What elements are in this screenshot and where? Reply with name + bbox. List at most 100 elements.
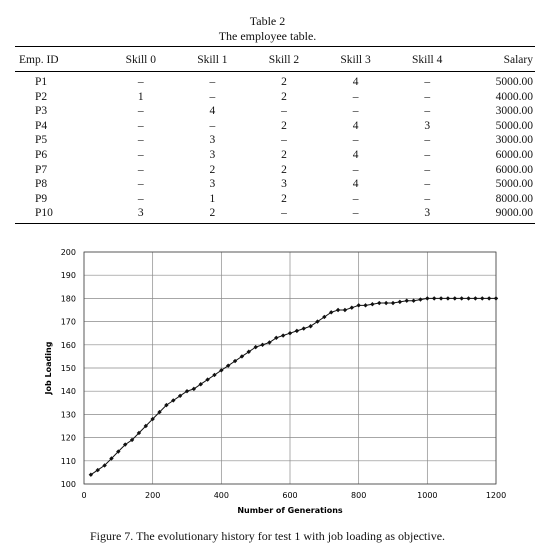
header-skill-1: Skill 1 xyxy=(176,46,249,72)
table-cell: 4000.00 xyxy=(495,90,533,103)
data-point xyxy=(219,368,224,373)
data-point xyxy=(383,300,389,306)
table-cell: – xyxy=(424,178,431,191)
data-point xyxy=(438,296,444,301)
y-tick-label: 180 xyxy=(61,294,76,303)
data-point xyxy=(239,354,245,359)
figure-caption: Figure 7. The evolutionary history for t… xyxy=(89,529,446,543)
data-point xyxy=(212,372,217,378)
y-tick-label: 140 xyxy=(61,387,76,396)
data-point xyxy=(287,331,293,336)
table-cell: 2 xyxy=(281,90,287,103)
data-point xyxy=(335,307,341,313)
table-cell: P3 xyxy=(35,105,48,118)
data-point xyxy=(260,342,265,347)
data-point xyxy=(267,340,272,345)
data-point xyxy=(280,333,286,338)
table-cell: – xyxy=(248,206,320,224)
y-tick-label: 120 xyxy=(61,434,76,443)
table-cell: 4 xyxy=(209,105,216,118)
data-point xyxy=(432,296,437,301)
table-cell: P6 xyxy=(35,148,48,161)
data-point xyxy=(411,298,416,303)
data-point xyxy=(397,299,403,305)
data-point xyxy=(205,377,210,382)
data-point xyxy=(418,297,423,302)
data-point xyxy=(459,296,464,301)
table-cell: 8000.00 xyxy=(495,192,533,205)
table-cell: 2 xyxy=(281,119,287,132)
x-tick-label: 800 xyxy=(351,491,366,500)
x-tick-label: 200 xyxy=(145,491,160,500)
table-cell: 4 xyxy=(352,76,359,88)
table-cell: – xyxy=(209,90,216,103)
table-cell: – xyxy=(319,206,392,224)
table-cell: 2 xyxy=(209,163,216,176)
data-point xyxy=(390,300,396,306)
data-point xyxy=(246,349,251,354)
table-cell: – xyxy=(424,105,431,118)
y-tick-label: 190 xyxy=(61,271,76,280)
table-cell: 5000.00 xyxy=(495,119,533,132)
data-point xyxy=(308,324,313,329)
table-cell: – xyxy=(424,76,431,88)
header-emp-id: Emp. ID xyxy=(15,46,105,72)
table-row: P2 1 – 2 – – 4000.00 xyxy=(15,90,535,105)
data-point xyxy=(143,423,148,429)
data-point xyxy=(473,296,478,301)
table-cell: – xyxy=(137,148,144,161)
data-point xyxy=(445,296,451,301)
y-tick-label: 200 xyxy=(61,248,76,257)
table-cell: – xyxy=(424,134,431,147)
table-cell: 4 xyxy=(352,178,359,191)
table-number: Table 2 xyxy=(249,14,286,28)
table-cell: – xyxy=(352,90,359,103)
data-point xyxy=(377,300,382,306)
data-point xyxy=(356,303,361,308)
table-cell: – xyxy=(137,76,144,88)
data-point xyxy=(301,326,306,331)
table-row: P3 – 4 – – – 3000.00 xyxy=(15,104,535,119)
data-point xyxy=(274,335,279,341)
series-line xyxy=(90,297,496,476)
data-point xyxy=(452,296,457,301)
data-point xyxy=(363,303,368,308)
data-point xyxy=(294,328,300,334)
data-point xyxy=(486,296,492,301)
header-skill-4: Skill 4 xyxy=(391,46,463,72)
table-cell: 9000.00 xyxy=(463,206,535,224)
data-point xyxy=(102,463,107,468)
x-tick-label: 600 xyxy=(282,491,297,500)
data-point xyxy=(493,296,499,301)
y-axis-label: Job Loading xyxy=(44,341,53,395)
data-point xyxy=(116,449,121,454)
header-skill-0: Skill 0 xyxy=(105,46,177,72)
header-skill-2: Skill 2 xyxy=(248,46,320,72)
data-point xyxy=(226,363,231,368)
data-point xyxy=(322,314,327,320)
table-row: P6 – 3 2 4 – 6000.00 xyxy=(15,148,535,163)
table-cell: – xyxy=(424,148,431,161)
header-skill-3: Skill 3 xyxy=(319,46,392,72)
data-point xyxy=(466,296,471,301)
table-cell: 2 xyxy=(281,148,287,161)
table-cell: 6000.00 xyxy=(495,163,533,176)
table-cell: – xyxy=(137,119,144,132)
table-header-row: Emp. ID Skill 0 Skill 1 Skill 2 Skill 3 … xyxy=(15,46,535,72)
data-point xyxy=(129,437,135,443)
employee-table: Emp. ID Skill 0 Skill 1 Skill 2 Skill 3 … xyxy=(15,46,535,224)
table-cell: 4 xyxy=(352,119,359,132)
table-cell: 6000.00 xyxy=(495,148,533,161)
data-point xyxy=(480,296,485,301)
tick-labels: 100 110 120 130 140 150 160 170 180 190 200 0 200 400… xyxy=(61,248,506,500)
table-cell: 3000.00 xyxy=(495,134,533,147)
table-cell: 4 xyxy=(352,148,359,161)
table-row: P4 – – 2 4 3 5000.00 xyxy=(15,119,535,134)
y-tick-label: 110 xyxy=(61,457,76,466)
table-cell: 3 xyxy=(281,178,287,191)
x-axis-label: Number of Generations xyxy=(237,506,343,515)
table-cell: – xyxy=(137,178,144,191)
table-cell: – xyxy=(137,105,144,118)
table-cell: P8 xyxy=(35,178,48,191)
table-cell: 5000.00 xyxy=(495,76,533,88)
